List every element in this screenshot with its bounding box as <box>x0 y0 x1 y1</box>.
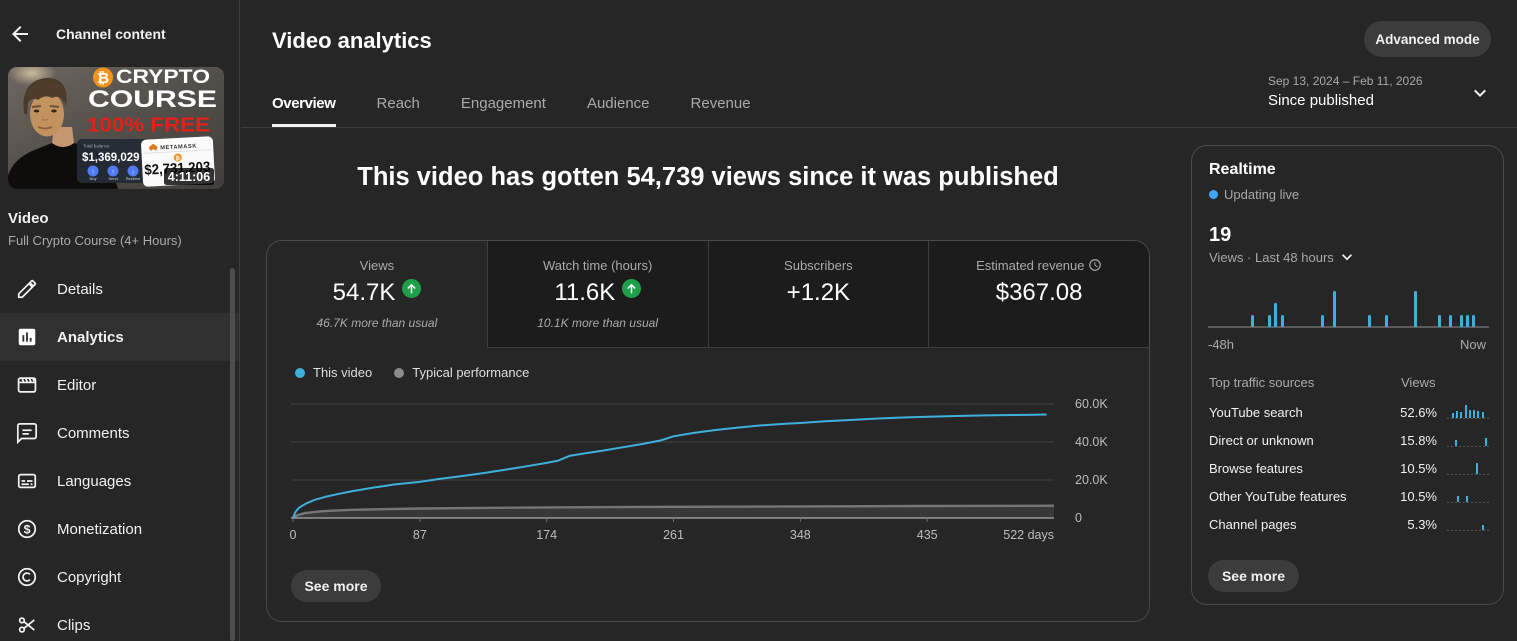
svg-text:Send: Send <box>108 176 117 181</box>
svg-text:435: 435 <box>917 528 938 542</box>
svg-text:40.0K: 40.0K <box>1075 435 1108 449</box>
svg-text:100% FREE: 100% FREE <box>87 115 210 137</box>
svg-text:$1,369,029 ›: $1,369,029 › <box>82 152 147 164</box>
svg-text:60.0K: 60.0K <box>1075 397 1108 411</box>
svg-text:522 days: 522 days <box>1003 528 1054 542</box>
svg-text:0: 0 <box>1075 511 1082 525</box>
svg-text:174: 174 <box>536 528 557 542</box>
svg-text:Receive: Receive <box>126 176 141 181</box>
svg-text:348: 348 <box>790 528 811 542</box>
svg-text:Buy: Buy <box>90 176 97 181</box>
svg-text:↑: ↑ <box>111 169 114 176</box>
svg-text:$: $ <box>24 523 31 537</box>
svg-text:COURSE: COURSE <box>88 86 217 113</box>
svg-text:87: 87 <box>413 528 427 542</box>
svg-text:CRYPTO: CRYPTO <box>116 67 210 88</box>
svg-text:₿: ₿ <box>97 70 109 87</box>
svg-text:METAMASK: METAMASK <box>160 143 197 151</box>
svg-text:Total balance: Total balance <box>83 144 110 149</box>
svg-text:0: 0 <box>290 528 297 542</box>
svg-text:20.0K: 20.0K <box>1075 473 1108 487</box>
svg-text:261: 261 <box>663 528 684 542</box>
svg-text:↓: ↓ <box>131 169 134 176</box>
svg-text:₿: ₿ <box>175 155 180 162</box>
svg-text:4:11:06: 4:11:06 <box>168 170 210 184</box>
svg-text:↑: ↑ <box>91 169 94 176</box>
